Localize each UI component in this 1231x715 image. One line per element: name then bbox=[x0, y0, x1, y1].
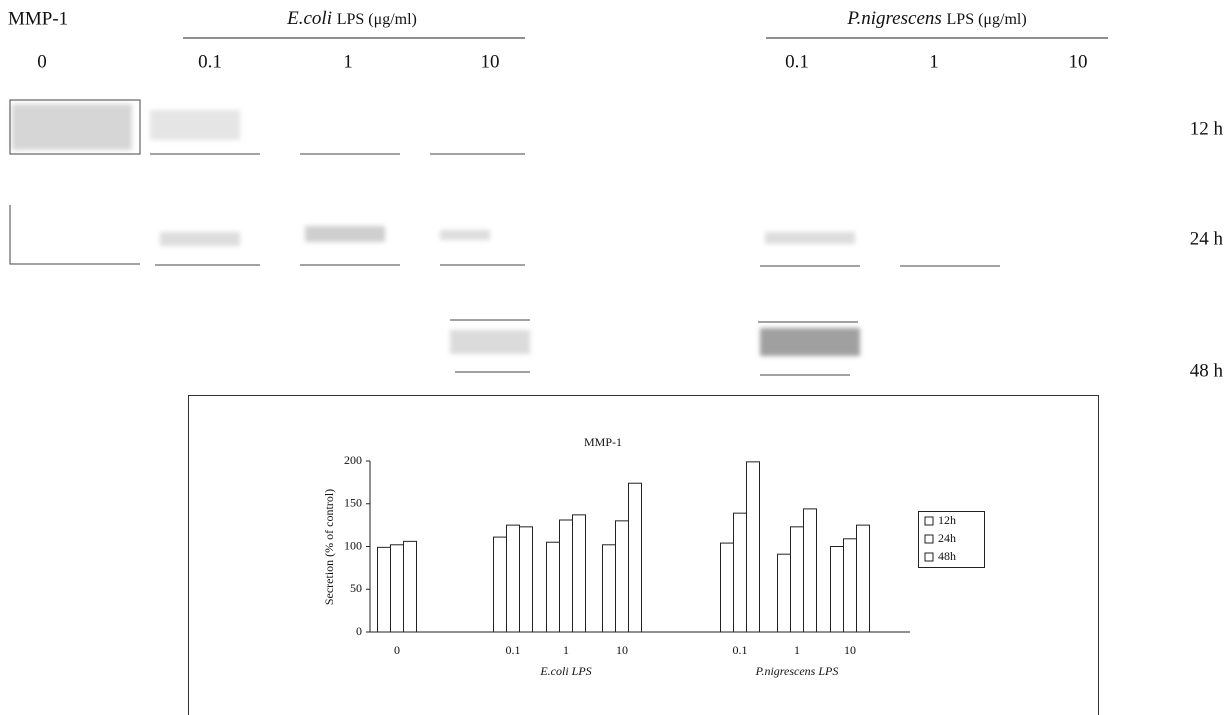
bar bbox=[507, 525, 520, 632]
band bbox=[305, 226, 385, 242]
x-tick-label: 10 bbox=[616, 643, 628, 657]
band bbox=[440, 230, 490, 240]
group-name: E.coli bbox=[286, 8, 332, 29]
bar bbox=[734, 513, 747, 632]
time-label: 48 h bbox=[1190, 360, 1224, 381]
time-label: 24 h bbox=[1190, 228, 1224, 249]
blot-label: MMP-1 bbox=[8, 8, 68, 29]
x-tick-label: 0.1 bbox=[733, 643, 748, 657]
lane-label: 0 bbox=[37, 51, 47, 72]
bar bbox=[844, 539, 857, 632]
lane-label: 0.1 bbox=[785, 51, 809, 72]
legend-label: 12h bbox=[938, 513, 956, 527]
legend-label: 24h bbox=[938, 531, 956, 545]
bar bbox=[721, 543, 734, 632]
lane-label: 10 bbox=[481, 51, 500, 72]
blot-panel: MMP-1 E.coli LPS (μg/ml) P.nigrescens LP… bbox=[8, 8, 1108, 375]
time-label: 12 h bbox=[1190, 118, 1224, 139]
bar bbox=[857, 525, 870, 632]
y-tick-label: 150 bbox=[344, 496, 362, 510]
group-name: P.nigrescens bbox=[846, 8, 941, 29]
band bbox=[12, 104, 132, 150]
bar bbox=[547, 542, 560, 632]
bar bbox=[573, 515, 586, 632]
group-label: P.nigrescens LPS bbox=[755, 664, 839, 678]
group-unit: LPS (μg/ml) bbox=[947, 11, 1027, 28]
bar bbox=[629, 483, 642, 632]
legend-label: 48h bbox=[938, 549, 956, 563]
group-header: P.nigrescens LPS (μg/ml) bbox=[846, 8, 1026, 29]
bar bbox=[791, 527, 804, 632]
legend-swatch bbox=[925, 535, 933, 543]
lane-label: 1 bbox=[929, 51, 939, 72]
group-label: E.coli LPS bbox=[539, 664, 591, 678]
bar bbox=[494, 537, 507, 632]
chart-title: MMP-1 bbox=[584, 435, 622, 449]
bar bbox=[520, 527, 533, 632]
bar bbox=[378, 547, 391, 632]
band bbox=[760, 328, 860, 356]
y-tick-label: 100 bbox=[344, 538, 362, 552]
bar bbox=[560, 520, 573, 632]
figure: MMP-1 E.coli LPS (μg/ml) P.nigrescens LP… bbox=[0, 0, 1231, 715]
group-header: E.coli LPS (μg/ml) bbox=[286, 8, 417, 29]
band bbox=[150, 110, 240, 140]
bar bbox=[391, 545, 404, 632]
y-tick-label: 200 bbox=[344, 453, 362, 467]
legend-swatch bbox=[925, 517, 933, 525]
bar bbox=[404, 541, 417, 632]
lane-label: 0.1 bbox=[198, 51, 222, 72]
y-tick-label: 50 bbox=[350, 581, 362, 595]
x-tick-label: 1 bbox=[563, 643, 569, 657]
bar bbox=[831, 547, 844, 633]
x-tick-label: 0.1 bbox=[506, 643, 521, 657]
x-tick-label: 10 bbox=[844, 643, 856, 657]
y-tick-label: 0 bbox=[356, 624, 362, 638]
bar bbox=[747, 462, 760, 632]
bar bbox=[804, 509, 817, 632]
y-axis-label: Secretion (% of control) bbox=[322, 489, 336, 605]
frame bbox=[10, 205, 140, 264]
lane-label: 10 bbox=[1069, 51, 1088, 72]
band bbox=[450, 330, 530, 354]
group-unit: LPS (μg/ml) bbox=[337, 11, 417, 28]
lane-label: 1 bbox=[343, 51, 353, 72]
x-tick-label: 1 bbox=[794, 643, 800, 657]
band bbox=[765, 232, 855, 244]
bands bbox=[12, 104, 860, 356]
legend-swatch bbox=[925, 553, 933, 561]
bar bbox=[603, 545, 616, 632]
bar bbox=[778, 554, 791, 632]
band bbox=[160, 232, 240, 246]
x-tick-label: 0 bbox=[394, 643, 400, 657]
bar bbox=[616, 521, 629, 632]
